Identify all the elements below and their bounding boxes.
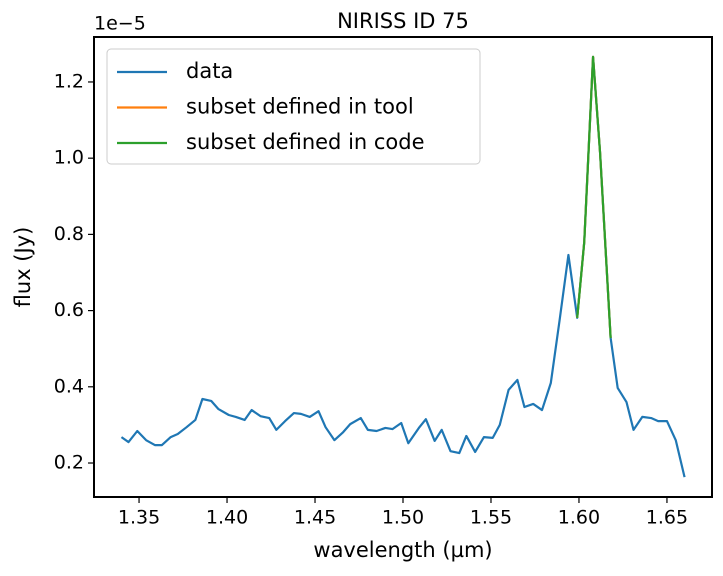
series-line xyxy=(576,55,612,339)
y-tick-label: 1.2 xyxy=(54,70,84,92)
legend: data subset defined in tool subset defined… xyxy=(106,48,481,165)
x-tick-label: 1.50 xyxy=(382,507,424,529)
y-tick-label: 1.0 xyxy=(54,147,84,169)
y-axis-label: flux (Jy) xyxy=(11,227,35,308)
x-tick-label: 1.35 xyxy=(118,507,160,529)
y-tick-label: 0.2 xyxy=(54,452,84,474)
x-axis-label: wavelength (µm) xyxy=(313,538,492,562)
x-tick-label: 1.65 xyxy=(646,507,688,529)
series-line xyxy=(576,55,612,339)
legend-label: subset defined in code xyxy=(186,130,425,154)
chart-title: NIRISS ID 75 xyxy=(337,9,469,33)
x-tick-label: 1.40 xyxy=(206,507,248,529)
x-tick-label: 1.45 xyxy=(294,507,336,529)
y-tick-label: 0.6 xyxy=(54,299,84,321)
x-tick-label: 1.60 xyxy=(558,507,600,529)
legend-label: subset defined in tool xyxy=(186,95,414,119)
y-offset-label: 1e−5 xyxy=(94,13,146,35)
axes-frame xyxy=(93,36,713,498)
y-tick-label: 0.4 xyxy=(54,375,84,397)
x-tick-label: 1.55 xyxy=(470,507,512,529)
legend-label: data xyxy=(186,59,233,83)
legend-box xyxy=(106,48,481,165)
y-tick-label: 0.8 xyxy=(54,223,84,245)
